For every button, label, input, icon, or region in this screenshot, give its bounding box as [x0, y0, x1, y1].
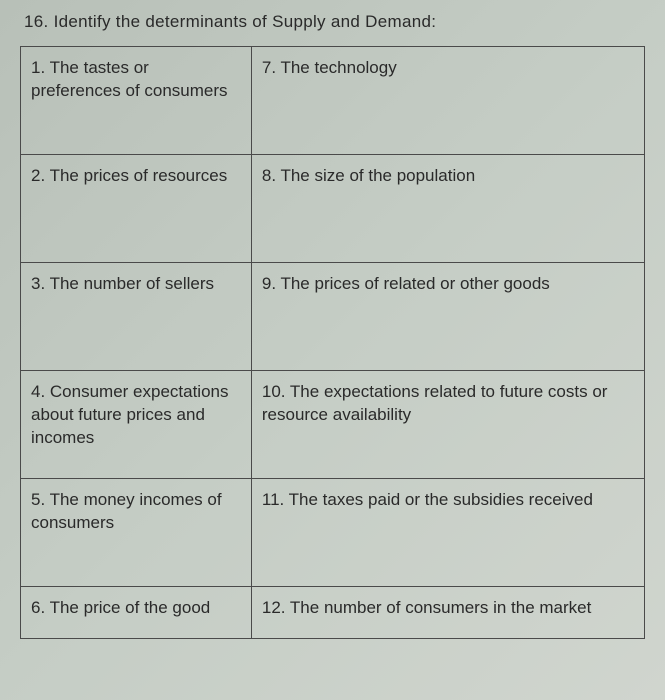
cell-2: 2. The prices of resources — [21, 155, 252, 263]
cell-4: 4. Consumer expectations about future pr… — [21, 371, 252, 479]
question-number: 16. — [24, 12, 49, 31]
cell-7: 7. The technology — [251, 47, 644, 155]
cell-8: 8. The size of the population — [251, 155, 644, 263]
cell-6: 6. The price of the good — [21, 587, 252, 639]
cell-10: 10. The expectations related to future c… — [251, 371, 644, 479]
table-row: 4. Consumer expectations about future pr… — [21, 371, 645, 479]
table-row: 5. The money incomes of consumers 11. Th… — [21, 479, 645, 587]
cell-1: 1. The tastes or preferences of consumer… — [21, 47, 252, 155]
determinants-table: 1. The tastes or preferences of consumer… — [20, 46, 645, 639]
table-row: 3. The number of sellers 9. The prices o… — [21, 263, 645, 371]
cell-9: 9. The prices of related or other goods — [251, 263, 644, 371]
cell-11: 11. The taxes paid or the subsidies rece… — [251, 479, 644, 587]
table-row: 1. The tastes or preferences of consumer… — [21, 47, 645, 155]
question-text: Identify the determinants of Supply and … — [54, 12, 437, 31]
cell-12: 12. The number of consumers in the marke… — [251, 587, 644, 639]
table-row: 6. The price of the good 12. The number … — [21, 587, 645, 639]
table-row: 2. The prices of resources 8. The size o… — [21, 155, 645, 263]
cell-5: 5. The money incomes of consumers — [21, 479, 252, 587]
cell-3: 3. The number of sellers — [21, 263, 252, 371]
question-title: 16. Identify the determinants of Supply … — [20, 12, 645, 32]
